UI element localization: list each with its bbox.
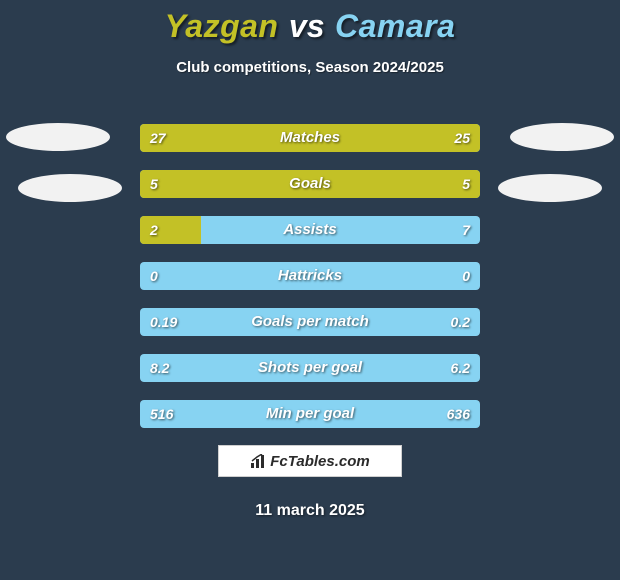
stat-label: Shots per goal [140, 354, 480, 382]
stat-row: 516636Min per goal [140, 400, 480, 428]
chart-icon [250, 454, 266, 468]
stat-label: Assists [140, 216, 480, 244]
stat-row: 2725Matches [140, 124, 480, 152]
stat-label: Matches [140, 124, 480, 152]
stat-label: Goals per match [140, 308, 480, 336]
stats-container: 2725Matches 55Goals 27Assists 00Hattricks 0.… [140, 124, 480, 446]
club-logo-placeholder-left-2 [18, 174, 122, 202]
club-logo-placeholder-right-2 [498, 174, 602, 202]
stat-row: 8.26.2Shots per goal [140, 354, 480, 382]
title-row: Yazgan vs Camara [0, 0, 620, 45]
title-player1: Yazgan [165, 8, 279, 45]
date-line: 11 march 2025 [0, 502, 620, 520]
title-player2: Camara [335, 8, 455, 45]
stat-label: Hattricks [140, 262, 480, 290]
club-logo-placeholder-left-1 [6, 123, 110, 151]
stat-row: 00Hattricks [140, 262, 480, 290]
stat-label: Goals [140, 170, 480, 198]
brand-text: FcTables.com [250, 453, 369, 470]
title-vs: vs [289, 8, 325, 45]
subtitle: Club competitions, Season 2024/2025 [0, 59, 620, 76]
brand-label: FcTables.com [270, 453, 369, 470]
stat-row: 55Goals [140, 170, 480, 198]
stat-row: 27Assists [140, 216, 480, 244]
stat-label: Min per goal [140, 400, 480, 428]
club-logo-placeholder-right-1 [510, 123, 614, 151]
brand-box[interactable]: FcTables.com [218, 445, 402, 477]
stat-row: 0.190.2Goals per match [140, 308, 480, 336]
